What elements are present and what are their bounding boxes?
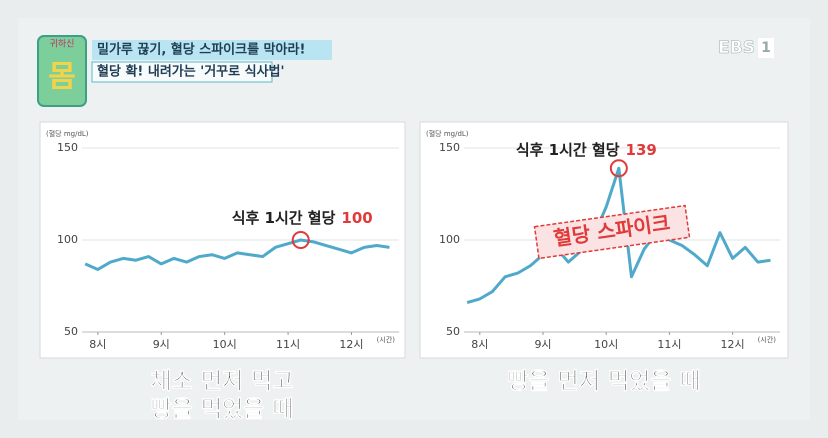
title-box — [92, 40, 332, 60]
data-line — [84, 238, 390, 271]
channel: EBS — [718, 38, 755, 58]
y-tick-label: 100 — [439, 233, 460, 246]
caption: 채소 먼저 먹고 — [151, 369, 294, 395]
annotation-text: 식후 1시간 혈당 — [232, 209, 336, 227]
charts: (혈당 mg/dL) 50 100 150 8시 9시 10시 11시 12시 (시간) 식후 1시… — [39, 121, 789, 423]
y-tick-label: 150 — [439, 141, 460, 154]
x-tick-label: 12시 — [721, 338, 745, 351]
x-tick-label: 10시 — [213, 338, 237, 351]
y-tick-label: 100 — [57, 233, 78, 246]
caption: 빵을 먹었을 때 — [151, 397, 294, 423]
x-tick-label: 10시 — [594, 338, 618, 351]
logo-text: 몸 — [48, 60, 76, 95]
channel-number: 1 — [761, 40, 771, 56]
subtitle-box — [91, 61, 273, 83]
highlight-circle — [291, 231, 310, 249]
x-tick-label: 11시 — [276, 338, 300, 351]
logo — [37, 35, 87, 107]
annotation-value: 139 — [626, 141, 657, 159]
y-tick-label: 50 — [446, 325, 460, 338]
x-tick-label: 12시 — [339, 338, 363, 351]
x-unit: (시간) — [758, 335, 777, 344]
y-tick-label: 150 — [57, 141, 78, 154]
logo-text: 귀하신 — [50, 39, 75, 50]
annotation: 식후 1시간 혈당 100 — [232, 209, 373, 227]
x-tick-label: 9시 — [534, 338, 551, 351]
y-axis-label: (혈당 mg/dL) — [426, 129, 469, 138]
x-tick-label: 8시 — [89, 338, 106, 351]
annotation-text: 식후 1시간 혈당 — [516, 141, 620, 159]
title: 밀가루 끊기, 혈당 스파이크를 막아라! — [97, 42, 305, 58]
y-axis-label: (혈당 mg/dL) — [46, 129, 89, 138]
x-unit: (시간) — [377, 335, 396, 344]
stamp-box — [533, 204, 691, 260]
subtitle: 혈당 확! 내려가는 '거꾸로 식사법' — [97, 64, 284, 80]
caption: 빵을 먼저 먹었을 때 — [507, 369, 700, 395]
y-tick-label: 50 — [64, 325, 78, 338]
x-tick-label: 8시 — [471, 338, 488, 351]
x-tick-label: 11시 — [657, 338, 681, 351]
annotation-value: 100 — [341, 209, 372, 227]
data-line — [466, 166, 771, 305]
annotation: 식후 1시간 혈당 139 — [516, 141, 657, 159]
highlight-circle — [609, 159, 628, 178]
channel-badge — [758, 38, 774, 58]
x-tick-label: 9시 — [153, 338, 170, 351]
